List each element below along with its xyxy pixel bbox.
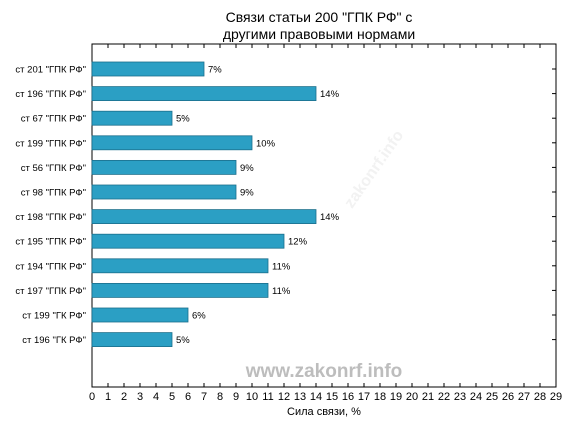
bar-value-label: 11%	[272, 261, 291, 272]
x-tick-label: 26	[502, 391, 514, 403]
x-tick-label: 21	[422, 391, 434, 403]
bar-value-label: 6%	[192, 311, 206, 322]
x-tick-label: 5	[169, 391, 175, 403]
bar-value-label: 12%	[288, 237, 308, 248]
category-label: ст 199 "ГПК РФ"	[15, 138, 86, 149]
x-tick-label: 18	[374, 391, 386, 403]
x-tick-label: 24	[470, 391, 482, 403]
category-label: ст 197 "ГПК РФ"	[15, 286, 86, 297]
bar	[91, 135, 253, 151]
chart-title-line-2: другими правовыми нормами	[223, 26, 415, 42]
x-tick-label: 8	[217, 391, 223, 403]
bar	[91, 209, 317, 225]
bar-value-label: 9%	[240, 188, 254, 199]
bar	[91, 282, 269, 298]
x-tick-label: 1	[105, 391, 111, 403]
category-label: ст 199 "ГК РФ"	[22, 311, 86, 322]
bar	[91, 61, 205, 77]
x-tick-label: 20	[406, 391, 418, 403]
bar-value-label: 14%	[320, 212, 340, 223]
x-tick-label: 12	[278, 391, 290, 403]
category-label: ст 201 "ГПК РФ"	[15, 65, 86, 76]
category-label: ст 67 "ГПК РФ"	[21, 114, 86, 125]
chart-title-line-1: Связи статьи 200 "ГПК РФ" с	[226, 9, 413, 25]
plot-area: ст 201 "ГПК РФ" 7% ст 196 "ГПК РФ" 14% ст 67…	[15, 43, 562, 403]
x-tick-label: 10	[246, 391, 258, 403]
bar	[91, 307, 189, 323]
bar	[91, 159, 237, 175]
x-tick-label: 3	[137, 391, 143, 403]
x-tick-label: 17	[358, 391, 370, 403]
category-label: ст 196 "ГК РФ"	[22, 335, 86, 346]
category-label: ст 196 "ГПК РФ"	[15, 89, 86, 100]
x-tick-label: 28	[534, 391, 546, 403]
bar-value-label: 14%	[320, 89, 340, 100]
x-tick-label: 14	[310, 391, 322, 403]
bar-value-label: 5%	[176, 114, 190, 125]
x-tick-label: 4	[153, 391, 159, 403]
bar-value-label: 7%	[208, 65, 222, 76]
bar	[91, 332, 173, 348]
x-tick-label: 25	[486, 391, 498, 403]
x-tick-label: 19	[390, 391, 402, 403]
bar	[91, 258, 269, 274]
x-tick-label: 22	[438, 391, 450, 403]
x-tick-label: 6	[185, 391, 191, 403]
x-tick-label: 13	[294, 391, 306, 403]
x-axis-label: Сила связи, %	[287, 406, 361, 418]
x-tick-label: 2	[121, 391, 127, 403]
x-tick-label: 16	[342, 391, 354, 403]
x-tick-label: 29	[550, 391, 562, 403]
watermark: www.zakonrf.info	[245, 361, 403, 382]
x-tick-label: 0	[89, 391, 95, 403]
bar	[91, 110, 173, 126]
x-tick-label: 15	[326, 391, 338, 403]
watermark-faint: zakonrf.info	[341, 127, 407, 211]
bar	[91, 86, 317, 101]
category-label: ст 195 "ГПК РФ"	[15, 237, 86, 248]
category-label: ст 194 "ГПК РФ"	[15, 261, 86, 272]
x-tick-label: 9	[233, 391, 239, 403]
bar	[91, 184, 237, 200]
category-label: ст 98 "ГПК РФ"	[21, 188, 86, 199]
bar-value-label: 5%	[176, 335, 190, 346]
bar-value-label: 11%	[272, 286, 291, 297]
bar-value-label: 9%	[240, 163, 254, 174]
x-tick-label: 23	[454, 391, 466, 403]
x-tick-label: 27	[518, 391, 530, 403]
bar	[91, 233, 285, 249]
category-label: ст 198 "ГПК РФ"	[15, 212, 86, 223]
bar-value-label: 10%	[256, 138, 276, 149]
x-tick-label: 7	[201, 391, 207, 403]
category-label: ст 56 "ГПК РФ"	[21, 163, 86, 174]
x-tick-label: 11	[262, 391, 273, 403]
